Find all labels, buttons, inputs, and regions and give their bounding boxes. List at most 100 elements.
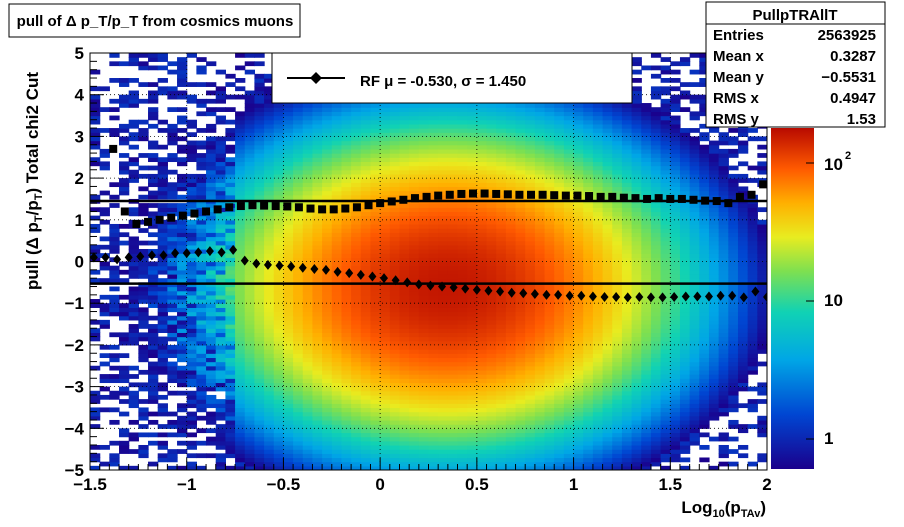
heatmap-cell [505, 361, 517, 367]
heatmap-cell [322, 244, 333, 250]
heatmap-cell [457, 349, 468, 354]
heatmap-cell [351, 332, 362, 338]
heatmap-cell [409, 153, 420, 158]
heatmap-cell [109, 248, 120, 254]
heatmap-cell [331, 107, 343, 112]
heatmap-cell [351, 248, 362, 254]
heatmap-cell [399, 286, 410, 292]
heatmap-cell [612, 399, 623, 404]
heatmap-cell [563, 449, 575, 454]
heatmap-cell [496, 169, 507, 175]
heatmap-cell [563, 261, 575, 267]
heatmap-cell [515, 411, 526, 417]
heatmap-cell [186, 315, 197, 321]
heatmap-cell [235, 457, 246, 463]
heatmap-cell [215, 374, 226, 379]
heatmap-cell [486, 407, 497, 413]
heatmap-cell [206, 307, 217, 313]
heatmap-cell [476, 403, 488, 409]
heatmap-cell [612, 240, 623, 246]
heatmap-cell [602, 169, 613, 175]
heatmap-cell [389, 328, 401, 333]
heatmap-cell [515, 307, 526, 313]
heatmap-cell [235, 215, 246, 221]
heatmap-cell [476, 294, 488, 300]
heatmap-cell [573, 228, 584, 233]
heatmap-cell [283, 248, 294, 254]
heatmap-cell [370, 190, 381, 196]
heatmap-cell [186, 123, 197, 129]
heatmap-cell [293, 161, 304, 167]
heatmap-cell [90, 328, 101, 333]
heatmap-cell [399, 203, 410, 208]
heatmap-cell [341, 165, 352, 171]
heatmap-cell [225, 432, 236, 438]
heatmap-cell [602, 361, 613, 367]
heatmap-cell [554, 278, 565, 283]
heatmap-cell [225, 194, 236, 200]
heatmap-cell [389, 253, 401, 258]
heatmap-cell [244, 215, 256, 221]
heatmap-cell [409, 136, 420, 142]
heatmap-cell [515, 299, 526, 304]
heatmap-cell [235, 157, 246, 163]
heatmap-cell [515, 219, 526, 225]
heatmap-cell [612, 307, 623, 313]
heatmap-cell [573, 444, 584, 450]
heatmap-cell [486, 169, 497, 175]
heatmap-cell [573, 290, 584, 296]
heatmap-cell [351, 161, 362, 167]
heatmap-cell [235, 136, 246, 142]
heatmap-cell [563, 148, 575, 154]
heatmap-cell [573, 207, 584, 213]
heatmap-cell [312, 215, 323, 221]
heatmap-cell [148, 324, 159, 329]
heatmap-cell [322, 461, 333, 467]
heatmap-cell [418, 261, 430, 267]
heatmap-cell [119, 307, 130, 313]
heatmap-cell [389, 144, 401, 150]
heatmap-cell [244, 394, 256, 400]
heatmap-cell [418, 278, 430, 283]
heatmap-cell [409, 165, 420, 171]
heatmap-cell [148, 261, 159, 267]
heatmap-cell [128, 169, 139, 175]
heatmap-cell [157, 328, 168, 333]
heatmap-cell [621, 144, 633, 150]
heatmap-cell [360, 415, 372, 421]
heatmap-cell [312, 382, 323, 388]
heatmap-cell [631, 461, 642, 467]
heatmap-cell [631, 357, 642, 363]
heatmap-cell [312, 303, 323, 308]
heatmap-cell [505, 332, 517, 338]
heatmap-cell [215, 403, 226, 409]
heatmap-cell [592, 128, 604, 133]
heatmap-cell [264, 219, 275, 225]
heatmap-cell [505, 136, 517, 142]
heatmap-cell [157, 203, 168, 208]
heatmap-cell [544, 374, 555, 379]
heatmap-cell [351, 269, 362, 275]
heatmap-cell [554, 128, 565, 133]
heatmap-cell [293, 190, 304, 196]
heatmap-cell [486, 136, 497, 142]
heatmap-cell [244, 232, 256, 238]
heatmap-cell [119, 153, 130, 158]
heatmap-cell [322, 136, 333, 142]
heatmap-cell [225, 336, 236, 342]
heatmap-cell [428, 319, 439, 325]
heatmap-cell [235, 253, 246, 258]
heatmap-cell [293, 403, 304, 409]
heatmap-cell [157, 424, 168, 429]
heatmap-cell [583, 332, 594, 338]
heatmap-cell [447, 465, 459, 470]
heatmap-cell [418, 240, 430, 246]
heatmap-cell [438, 432, 449, 438]
heatmap-cell [573, 178, 584, 183]
heatmap-cell [360, 407, 372, 413]
heatmap-cell [331, 186, 343, 192]
heatmap-cell [119, 440, 130, 446]
heatmap-cell [206, 190, 217, 196]
heatmap-cell [525, 465, 536, 470]
heatmap-cell [534, 203, 546, 208]
